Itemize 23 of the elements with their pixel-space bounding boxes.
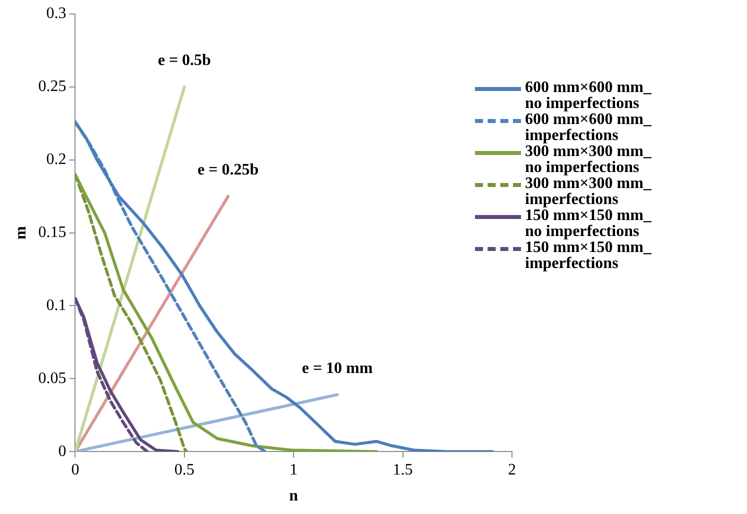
legend-label: 600 mm×600 mm_imperfections	[525, 111, 652, 144]
y-tick-label: 0.1	[46, 296, 66, 314]
x-axis-title: n	[289, 488, 298, 505]
annotation: e = 10 mm	[302, 360, 374, 377]
legend-label: 600 mm×600 mm_no imperfections	[525, 79, 652, 112]
y-tick-label: 0.05	[38, 370, 66, 387]
x-tick-label: 2	[508, 461, 516, 478]
x-tick-label: 0.5	[174, 461, 194, 478]
annotation: e = 0.5b	[158, 52, 212, 70]
x-tick-label: 0	[71, 461, 80, 478]
legend-label: 300 mm×300 mm_no imperfections	[525, 143, 652, 176]
legend-label: 300 mm×300 mm_imperfections	[525, 175, 652, 208]
y-tick-label: 0.25	[38, 78, 66, 96]
x-tick-label: 1	[290, 461, 298, 478]
annotation: e = 0.25b	[198, 161, 259, 178]
y-axis-title: m	[12, 225, 30, 240]
y-tick-label: 0.2	[46, 151, 66, 168]
y-tick-label: 0	[58, 442, 66, 460]
y-tick-label: 0.15	[38, 224, 66, 242]
legend-label: 150 mm×150 mm_no imperfections	[525, 207, 652, 240]
y-tick-label: 0.3	[46, 5, 66, 22]
x-tick-label: 1.5	[392, 461, 413, 478]
legend-label: 150 mm×150 mm_imperfections	[525, 239, 652, 272]
